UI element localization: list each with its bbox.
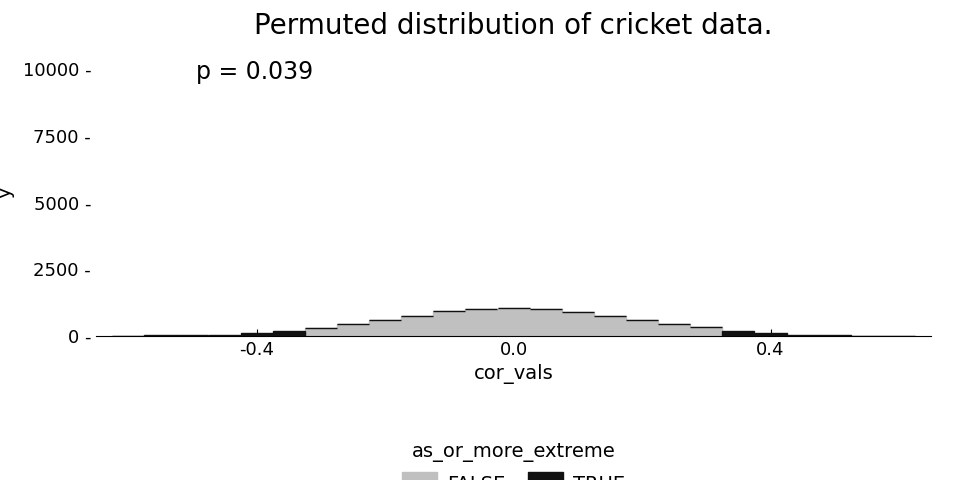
X-axis label: cor_vals: cor_vals [473, 364, 554, 384]
Bar [497, 308, 530, 336]
Bar [787, 335, 819, 336]
Bar [659, 324, 690, 336]
Bar [690, 327, 722, 336]
Legend: FALSE, TRUE: FALSE, TRUE [393, 432, 635, 480]
Bar [530, 309, 562, 336]
Bar [273, 331, 304, 336]
Bar [370, 320, 401, 336]
Bar [562, 312, 594, 336]
Bar [594, 316, 626, 336]
Y-axis label: y: y [0, 186, 14, 198]
Bar [466, 309, 497, 336]
Bar [177, 335, 208, 336]
Bar [723, 331, 755, 336]
Bar [241, 333, 273, 336]
Bar [819, 335, 851, 336]
Text: p = 0.039: p = 0.039 [196, 60, 313, 84]
Bar [755, 333, 786, 336]
Bar [433, 312, 466, 336]
Bar [305, 328, 337, 336]
Title: Permuted distribution of cricket data.: Permuted distribution of cricket data. [254, 12, 773, 40]
Bar [401, 316, 433, 336]
Bar [208, 335, 240, 336]
Bar [626, 320, 658, 336]
Bar [337, 324, 369, 336]
